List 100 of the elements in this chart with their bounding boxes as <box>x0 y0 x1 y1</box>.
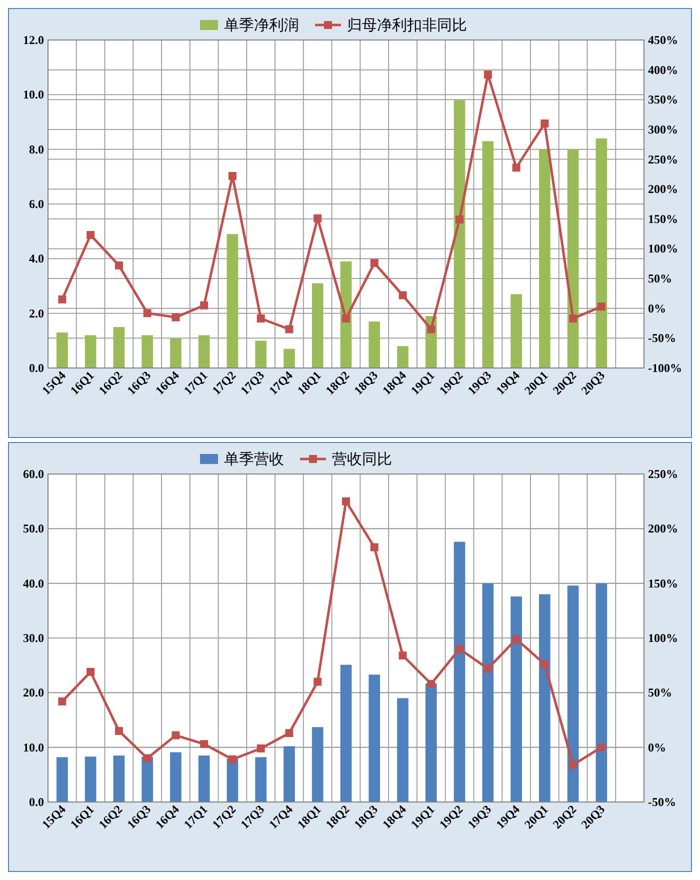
point <box>172 731 180 740</box>
y2-tick-label: -100% <box>648 361 682 375</box>
bar <box>538 594 550 802</box>
point <box>143 754 152 762</box>
bar <box>312 727 324 802</box>
point <box>58 697 66 706</box>
bar <box>56 757 68 802</box>
bar <box>312 283 324 368</box>
point <box>228 172 236 180</box>
y-tick-label: 30.0 <box>23 631 44 645</box>
bar <box>226 234 238 368</box>
bar <box>56 332 68 368</box>
bar <box>397 698 408 802</box>
point <box>597 302 606 311</box>
bar <box>368 322 380 368</box>
y-tick-label: 12.0 <box>23 33 44 47</box>
point <box>484 70 492 79</box>
y-tick-label: 10.0 <box>23 88 44 102</box>
y2-tick-label: 400% <box>648 62 678 77</box>
bar <box>596 583 608 802</box>
point <box>427 325 436 334</box>
y2-tick-label: 50% <box>648 272 672 286</box>
point <box>342 497 350 506</box>
point <box>398 291 407 300</box>
point <box>58 295 66 304</box>
point <box>114 726 123 735</box>
y2-tick-label: -50% <box>648 331 676 346</box>
y2-tick-label: 100% <box>648 242 678 256</box>
point <box>256 314 265 322</box>
point <box>86 231 95 240</box>
y2-tick-label: -50% <box>648 795 676 809</box>
point <box>456 216 464 224</box>
point <box>484 664 492 673</box>
y2-tick-label: 200% <box>648 522 678 536</box>
y-tick-label: 4.0 <box>29 252 44 266</box>
point <box>172 313 180 322</box>
bar <box>340 664 352 802</box>
bar <box>113 327 125 368</box>
point <box>143 309 152 318</box>
y-tick-label: 8.0 <box>29 142 44 156</box>
y-tick-label: 20.0 <box>23 686 44 700</box>
bar <box>596 138 608 368</box>
bar <box>284 746 295 802</box>
legend-label: 营收同比 <box>332 450 392 468</box>
point <box>256 744 265 752</box>
bar <box>170 338 182 368</box>
y2-tick-label: 200% <box>648 182 678 196</box>
point <box>569 760 578 769</box>
bar <box>510 294 522 368</box>
y-tick-label: 60.0 <box>23 467 44 481</box>
bar <box>84 335 96 368</box>
point <box>285 325 294 334</box>
legend-label: 单季营收 <box>224 450 284 468</box>
bar <box>284 348 295 368</box>
y2-tick-label: 450% <box>648 33 678 47</box>
y2-tick-label: 100% <box>648 631 678 645</box>
bar <box>567 149 579 368</box>
point <box>512 164 520 172</box>
bar <box>198 756 210 802</box>
bar <box>170 752 182 802</box>
y2-tick-label: 0% <box>648 301 666 316</box>
point <box>597 743 606 752</box>
bar <box>425 683 437 802</box>
y2-tick-label: 350% <box>648 92 678 107</box>
bar <box>368 674 380 802</box>
y2-tick-label: 0% <box>648 740 666 754</box>
point <box>540 119 549 128</box>
y-tick-label: 6.0 <box>29 197 44 211</box>
point <box>314 678 322 686</box>
y-tick-label: 10.0 <box>23 740 44 754</box>
point <box>569 314 578 322</box>
point <box>285 729 294 738</box>
y2-tick-label: 150% <box>648 212 678 226</box>
bar <box>482 583 494 802</box>
y-tick-label: 50.0 <box>23 522 44 536</box>
bar <box>113 756 125 802</box>
y-tick-label: 40.0 <box>23 576 44 590</box>
y2-tick-label: 300% <box>648 122 678 136</box>
point <box>114 261 123 270</box>
y-tick-label: 0.0 <box>29 361 44 375</box>
legend-label: 归母净利扣非同比 <box>347 16 467 34</box>
bar <box>255 757 267 802</box>
bar <box>198 335 210 368</box>
bar <box>142 335 154 368</box>
bar <box>397 346 408 368</box>
point <box>200 301 208 310</box>
y2-tick-label: 150% <box>648 576 678 590</box>
bar <box>482 141 494 368</box>
bar <box>538 149 550 368</box>
y-tick-label: 0.0 <box>29 795 44 809</box>
point <box>86 668 95 676</box>
point <box>228 755 236 764</box>
y2-tick-label: 250% <box>648 467 678 481</box>
bar <box>255 340 267 368</box>
point <box>540 660 549 668</box>
point <box>370 543 378 552</box>
bar <box>454 100 466 368</box>
y2-tick-label: 50% <box>648 686 672 700</box>
point <box>200 740 208 748</box>
point <box>512 635 520 644</box>
